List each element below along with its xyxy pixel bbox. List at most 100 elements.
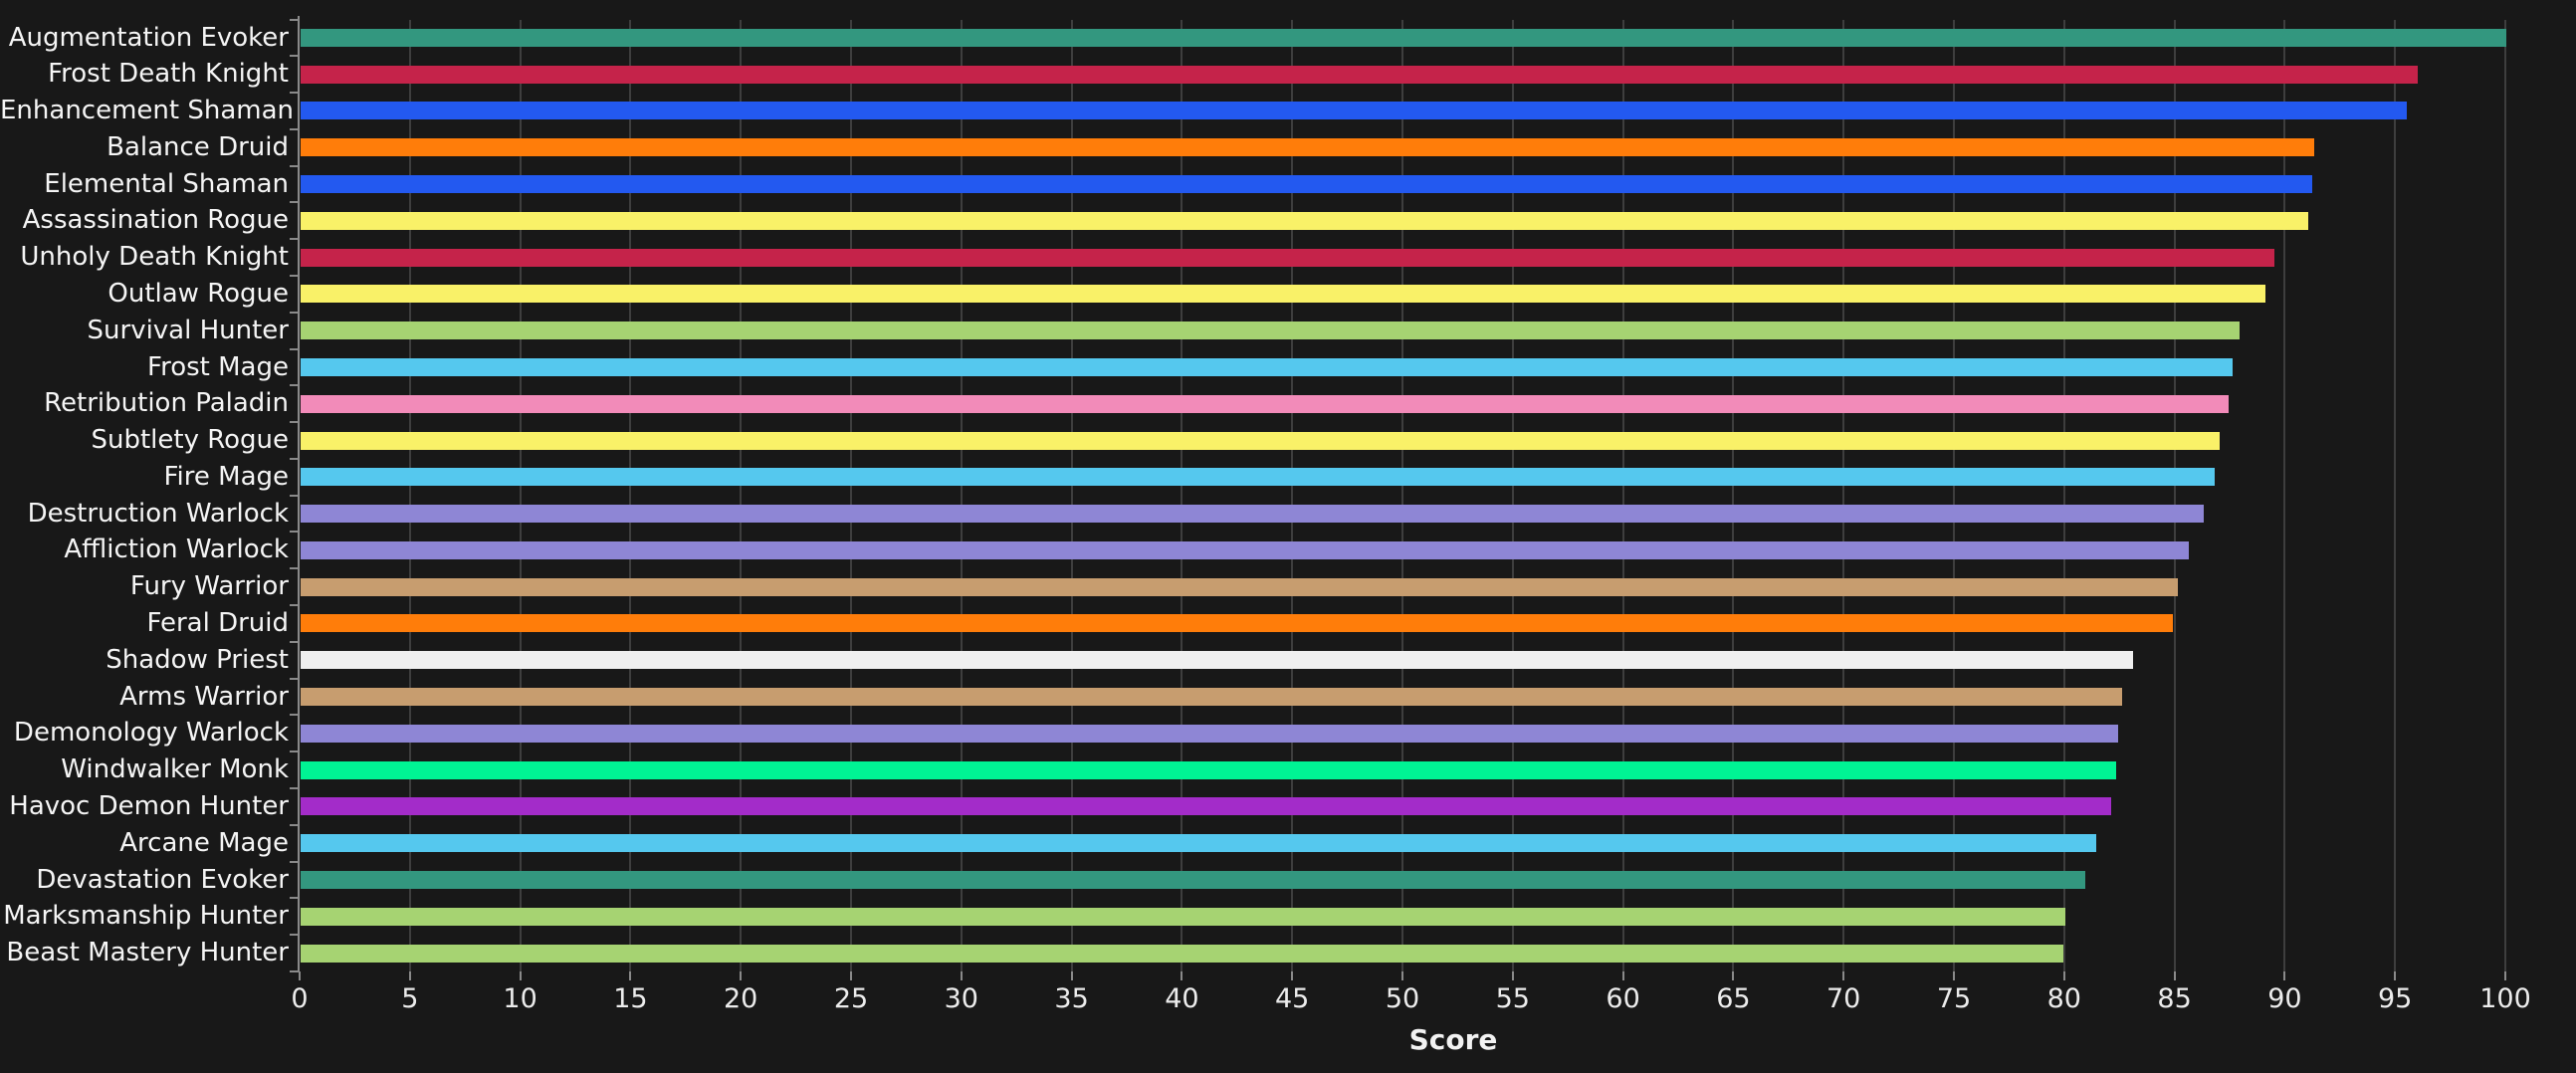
bar: [301, 248, 2275, 267]
gridline: [1511, 19, 1514, 971]
y-tick-mark: [290, 127, 299, 130]
x-tick-label: 90: [2267, 983, 2302, 1014]
y-tick-mark: [290, 823, 299, 826]
y-tick-mark: [290, 714, 299, 717]
y-tick-mark: [290, 347, 299, 350]
x-tick-mark: [2173, 970, 2176, 980]
x-tick-mark: [1953, 970, 1955, 980]
x-tick-mark: [629, 970, 632, 980]
category-label: Fury Warrior: [129, 571, 289, 602]
y-tick-mark: [290, 677, 299, 680]
x-tick-mark: [850, 970, 852, 980]
x-tick-label: 10: [503, 983, 537, 1014]
y-tick-mark: [290, 421, 299, 424]
category-label: Balance Druid: [107, 131, 289, 162]
category-label: Assassination Rogue: [22, 205, 289, 236]
x-tick-label: 65: [1716, 983, 1751, 1014]
x-tick-label: 85: [2157, 983, 2192, 1014]
gridline: [740, 19, 743, 971]
y-tick-mark: [290, 164, 299, 167]
bar: [301, 688, 2123, 706]
bar: [301, 834, 2096, 853]
gridline: [2394, 19, 2397, 971]
x-tick-label: 0: [291, 983, 309, 1014]
y-tick-mark: [290, 18, 299, 21]
y-tick-mark: [290, 604, 299, 607]
category-label: Feral Druid: [146, 608, 289, 639]
x-tick-mark: [519, 970, 522, 980]
gridline: [1181, 19, 1183, 971]
gridline: [519, 19, 522, 971]
bar: [301, 28, 2506, 47]
y-axis-line: [298, 16, 300, 972]
gridline: [1621, 19, 1624, 971]
gridline: [2173, 19, 2176, 971]
bar: [301, 102, 2408, 120]
gridline: [1732, 19, 1735, 971]
category-label: Affliction Warlock: [64, 535, 289, 565]
x-tick-label: 45: [1275, 983, 1310, 1014]
x-tick-mark: [1511, 970, 1514, 980]
x-tick-mark: [1732, 970, 1735, 980]
bar: [301, 394, 2229, 413]
x-tick-label: 80: [2046, 983, 2081, 1014]
bar: [301, 797, 2112, 816]
x-tick-label: 30: [944, 983, 978, 1014]
category-label: Unholy Death Knight: [20, 242, 289, 273]
bar: [301, 322, 2240, 340]
x-tick-mark: [1401, 970, 1403, 980]
x-tick-label: 35: [1054, 983, 1089, 1014]
category-label: Enhancement Shaman: [0, 96, 295, 126]
category-label: Elemental Shaman: [44, 168, 289, 199]
y-tick-mark: [290, 786, 299, 789]
category-label: Outlaw Rogue: [107, 278, 289, 309]
y-tick-mark: [290, 897, 299, 900]
y-tick-mark: [290, 238, 299, 241]
gridline: [2062, 19, 2065, 971]
category-label: Havoc Demon Hunter: [9, 790, 289, 821]
y-tick-mark: [290, 201, 299, 204]
category-label: Devastation Evoker: [36, 864, 289, 895]
category-label: Retribution Paladin: [44, 388, 289, 419]
x-tick-label: 40: [1165, 983, 1199, 1014]
gridline: [1842, 19, 1845, 971]
bar: [301, 614, 2174, 633]
x-tick-label: 70: [1826, 983, 1861, 1014]
category-label: Beast Mastery Hunter: [6, 938, 289, 968]
gridline: [1291, 19, 1294, 971]
bar: [301, 651, 2134, 670]
gridline: [2504, 19, 2506, 971]
gridline: [1401, 19, 1403, 971]
x-tick-mark: [2394, 970, 2397, 980]
x-tick-label: 20: [724, 983, 758, 1014]
x-tick-mark: [1181, 970, 1183, 980]
y-tick-mark: [290, 494, 299, 497]
gridline: [408, 19, 411, 971]
bar: [301, 285, 2266, 304]
category-label: Marksmanship Hunter: [3, 901, 289, 932]
category-label: Destruction Warlock: [27, 498, 289, 529]
bar: [301, 65, 2419, 84]
x-tick-mark: [299, 970, 301, 980]
y-tick-mark: [290, 567, 299, 570]
gridline: [1953, 19, 1955, 971]
category-label: Arms Warrior: [119, 681, 289, 712]
x-tick-label: 55: [1495, 983, 1530, 1014]
category-label: Augmentation Evoker: [8, 22, 289, 53]
gridline: [2283, 19, 2286, 971]
x-tick-label: 15: [613, 983, 648, 1014]
x-tick-label: 100: [2479, 983, 2531, 1014]
y-tick-mark: [290, 751, 299, 753]
x-tick-label: 60: [1606, 983, 1640, 1014]
y-tick-mark: [290, 860, 299, 863]
y-tick-mark: [290, 531, 299, 534]
category-label: Arcane Mage: [119, 827, 289, 858]
x-tick-mark: [960, 970, 963, 980]
category-label: Fire Mage: [163, 461, 289, 492]
x-tick-mark: [2504, 970, 2506, 980]
x-tick-mark: [1291, 970, 1294, 980]
y-tick-mark: [290, 934, 299, 937]
x-tick-mark: [408, 970, 411, 980]
bar: [301, 211, 2308, 230]
bar: [301, 760, 2116, 779]
